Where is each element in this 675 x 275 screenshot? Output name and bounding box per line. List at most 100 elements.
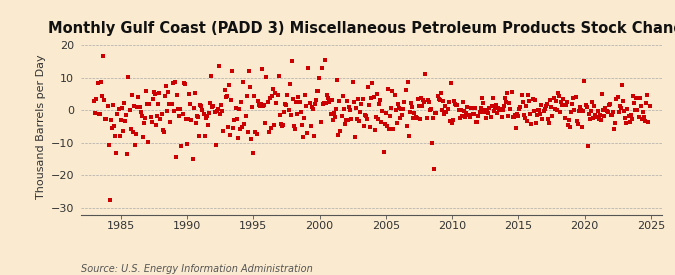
Point — [471, 120, 482, 124]
Point — [115, 118, 126, 122]
Point — [240, 114, 251, 118]
Point — [510, 113, 520, 117]
Point — [336, 114, 347, 119]
Point — [441, 110, 452, 114]
Point — [554, 94, 564, 98]
Point — [307, 107, 318, 111]
Point — [508, 115, 518, 119]
Point — [419, 100, 430, 104]
Point — [598, 108, 609, 112]
Point — [165, 120, 176, 124]
Point — [246, 137, 256, 141]
Point — [595, 118, 606, 122]
Point — [404, 110, 415, 114]
Point — [350, 134, 360, 139]
Point — [632, 107, 643, 112]
Point — [201, 114, 212, 119]
Point — [525, 112, 536, 116]
Point — [529, 109, 539, 113]
Point — [348, 100, 359, 104]
Point — [628, 94, 639, 99]
Point — [271, 101, 282, 105]
Point — [487, 95, 498, 100]
Point — [565, 125, 576, 129]
Point — [183, 117, 194, 121]
Point — [431, 111, 442, 115]
Point — [180, 81, 190, 86]
Point — [379, 121, 390, 126]
Point — [195, 103, 206, 107]
Point — [504, 101, 515, 105]
Point — [189, 91, 200, 95]
Point — [274, 112, 285, 117]
Point — [317, 66, 327, 70]
Point — [396, 107, 406, 111]
Point — [344, 105, 354, 109]
Point — [404, 133, 414, 138]
Point — [641, 100, 651, 105]
Point — [566, 110, 576, 115]
Point — [244, 85, 255, 89]
Y-axis label: Thousand Barrels per Day: Thousand Barrels per Day — [36, 54, 47, 199]
Point — [176, 144, 187, 148]
Point — [241, 94, 252, 98]
Point — [639, 115, 649, 120]
Point — [294, 100, 305, 104]
Point — [514, 107, 524, 111]
Point — [277, 123, 288, 127]
Point — [101, 116, 112, 121]
Point — [541, 102, 552, 107]
Point — [225, 97, 236, 102]
Point — [412, 97, 423, 101]
Point — [221, 94, 232, 98]
Point — [219, 87, 230, 92]
Point — [136, 113, 147, 118]
Point — [254, 103, 265, 108]
Point — [468, 112, 479, 117]
Point — [389, 93, 400, 97]
Point — [107, 102, 118, 107]
Point — [282, 93, 293, 98]
Point — [387, 89, 398, 94]
Point — [151, 123, 161, 127]
Point — [230, 106, 241, 111]
Point — [402, 124, 412, 128]
Point — [559, 116, 570, 120]
Title: Monthly Gulf Coast (PADD 3) Miscellaneous Petroleum Products Stock Change: Monthly Gulf Coast (PADD 3) Miscellaneou… — [49, 21, 675, 36]
Point — [590, 112, 601, 117]
Point — [347, 80, 358, 84]
Point — [117, 129, 128, 133]
Point — [498, 104, 509, 108]
Point — [408, 116, 418, 120]
Point — [300, 93, 310, 97]
Point — [249, 94, 260, 98]
Point — [138, 121, 149, 125]
Point — [150, 91, 161, 96]
Point — [121, 113, 132, 118]
Point — [273, 74, 284, 78]
Point — [518, 113, 529, 117]
Point — [324, 100, 335, 104]
Point — [93, 112, 104, 117]
Point — [275, 122, 286, 126]
Point — [198, 112, 209, 117]
Point — [269, 123, 279, 127]
Point — [205, 101, 215, 105]
Point — [171, 93, 182, 98]
Point — [493, 106, 504, 111]
Point — [128, 130, 138, 134]
Point — [206, 74, 217, 79]
Point — [105, 118, 116, 122]
Point — [448, 118, 458, 122]
Point — [373, 117, 383, 122]
Point — [159, 94, 170, 98]
Point — [459, 109, 470, 114]
Point — [157, 128, 168, 132]
Point — [569, 108, 580, 112]
Point — [258, 104, 269, 108]
Point — [442, 107, 453, 111]
Point — [262, 100, 273, 104]
Point — [232, 136, 243, 140]
Point — [535, 112, 545, 116]
Point — [421, 115, 432, 120]
